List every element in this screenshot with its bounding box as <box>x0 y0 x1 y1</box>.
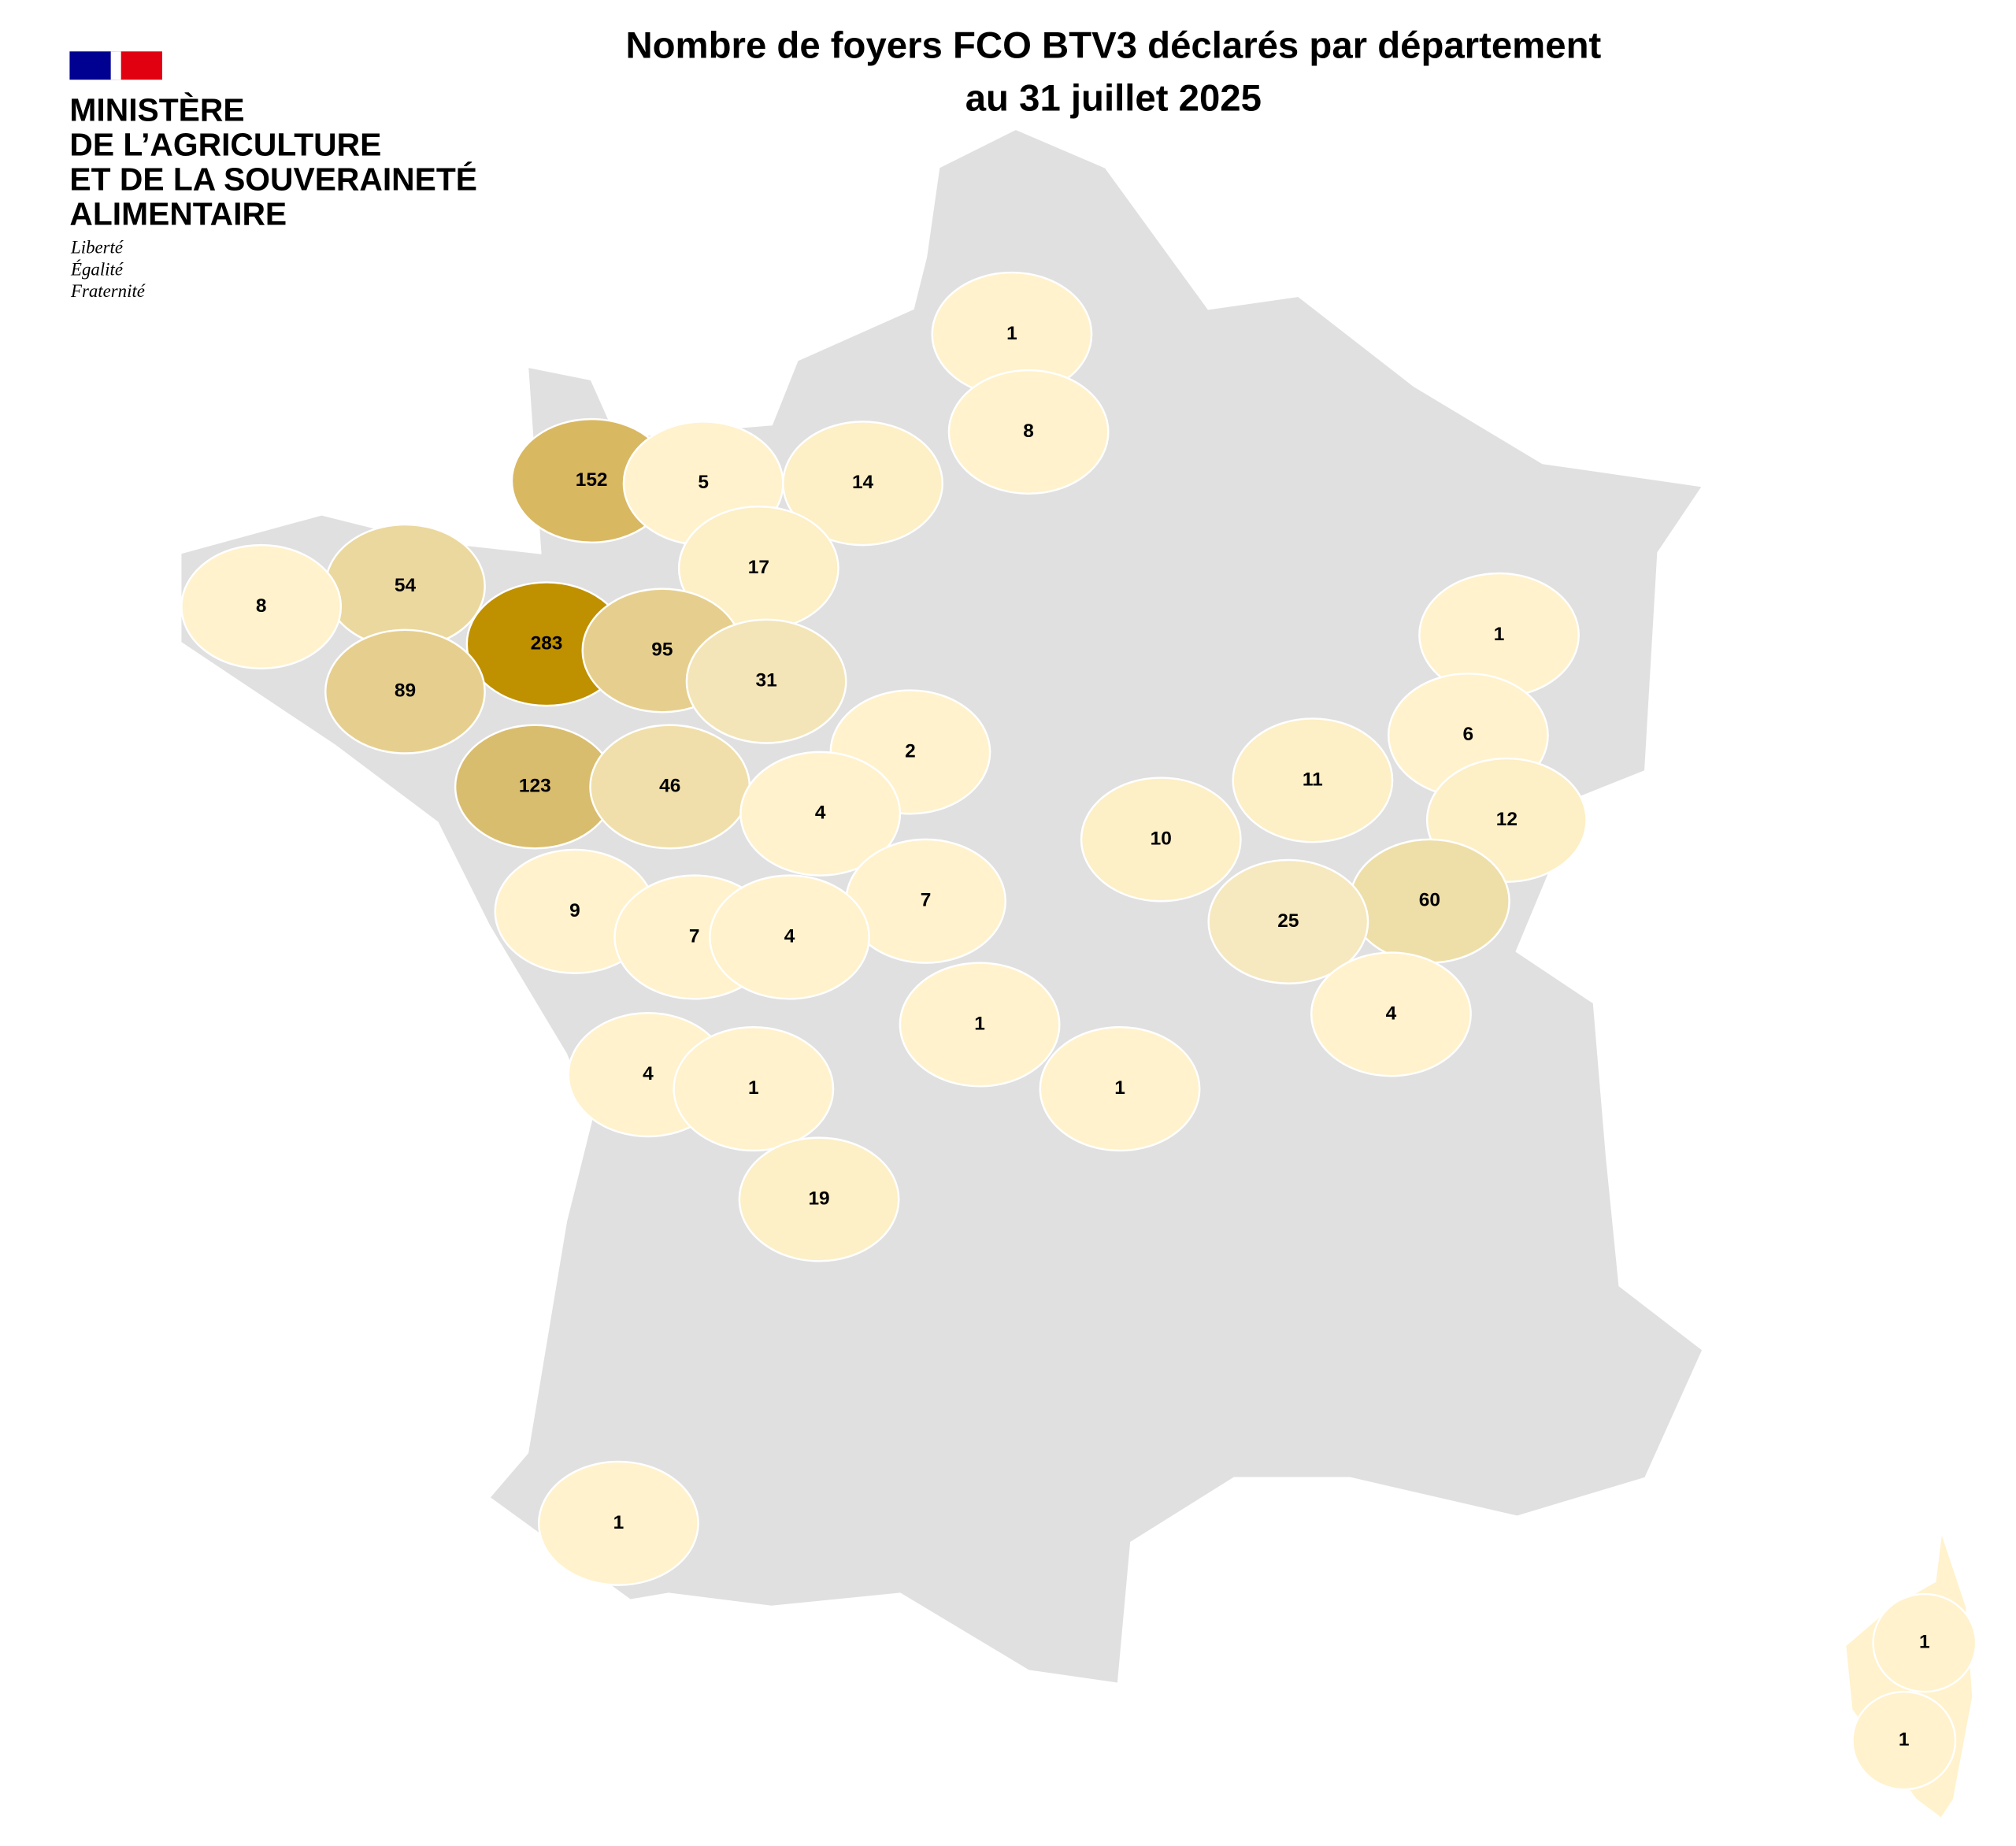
department-value: 14 <box>852 472 874 493</box>
department-area <box>1039 1025 1201 1152</box>
department-value: 12 <box>1496 809 1518 830</box>
department-value: 1 <box>748 1077 759 1099</box>
department-value: 89 <box>395 680 416 702</box>
department-area <box>1872 1592 1977 1693</box>
department-value: 9 <box>569 900 580 921</box>
department-area <box>537 1460 699 1586</box>
department-value: 7 <box>921 890 932 911</box>
department-area <box>1207 858 1369 984</box>
department-value: 1 <box>1919 1632 1930 1653</box>
department-value: 6 <box>1463 724 1474 745</box>
regions <box>180 271 1977 1791</box>
department-value: 10 <box>1151 828 1172 849</box>
department-value: 54 <box>395 575 417 596</box>
department-area <box>899 962 1061 1088</box>
title-line: Nombre de foyers FCO BTV3 déclarés par d… <box>625 24 1601 66</box>
department-value: 8 <box>256 595 267 617</box>
department-value: 95 <box>651 639 673 660</box>
department-value: 4 <box>1386 1003 1397 1024</box>
department-area <box>685 618 847 744</box>
motto-line: Fraternité <box>70 281 146 301</box>
department-value: 46 <box>659 775 680 796</box>
ministry-line: ET DE LA SOUVERAINETÉ <box>69 161 477 198</box>
department-value: 123 <box>519 775 551 796</box>
department-area <box>1310 951 1472 1077</box>
department-area <box>739 751 902 877</box>
department-value: 19 <box>808 1188 829 1209</box>
flag-red <box>116 51 162 80</box>
department-area <box>738 1136 900 1262</box>
department-area <box>1080 777 1242 903</box>
department-area <box>947 369 1110 495</box>
department-area <box>709 874 870 1000</box>
department-value: 25 <box>1277 910 1299 932</box>
motto-line: Égalité <box>70 259 124 279</box>
department-value: 2 <box>905 740 916 762</box>
department-area <box>1851 1690 1957 1791</box>
motto-line: Liberté <box>70 238 124 258</box>
department-area <box>180 543 343 670</box>
department-value: 1 <box>1114 1077 1125 1099</box>
ministry-line: MINISTÈRE <box>69 91 244 128</box>
department-value: 4 <box>815 803 826 824</box>
title-line: au 31 juillet 2025 <box>965 77 1262 119</box>
department-area <box>324 628 486 754</box>
department-value: 4 <box>784 925 795 947</box>
department-area <box>1232 717 1394 843</box>
ministry-line: ALIMENTAIRE <box>69 196 287 232</box>
department-value: 31 <box>756 670 777 691</box>
department-value: 17 <box>748 557 769 578</box>
department-area <box>782 421 943 547</box>
department-value: 7 <box>689 925 700 947</box>
flag-white <box>110 51 121 80</box>
department-value: 152 <box>576 469 608 491</box>
ministry-line: DE L’AGRICULTURE <box>69 127 381 163</box>
department-value: 60 <box>1419 890 1440 911</box>
department-area <box>673 1025 835 1152</box>
department-value: 8 <box>1023 421 1034 442</box>
department-value: 5 <box>698 472 709 493</box>
department-value: 1 <box>1494 624 1505 645</box>
department-value: 1 <box>613 1512 624 1533</box>
department-value: 1 <box>1899 1729 1910 1751</box>
department-value: 11 <box>1303 769 1323 790</box>
department-value: 4 <box>643 1063 654 1084</box>
department-value: 1 <box>974 1013 985 1034</box>
department-value: 283 <box>531 632 563 654</box>
flag-blue <box>69 51 117 80</box>
department-value: 1 <box>1006 323 1017 344</box>
